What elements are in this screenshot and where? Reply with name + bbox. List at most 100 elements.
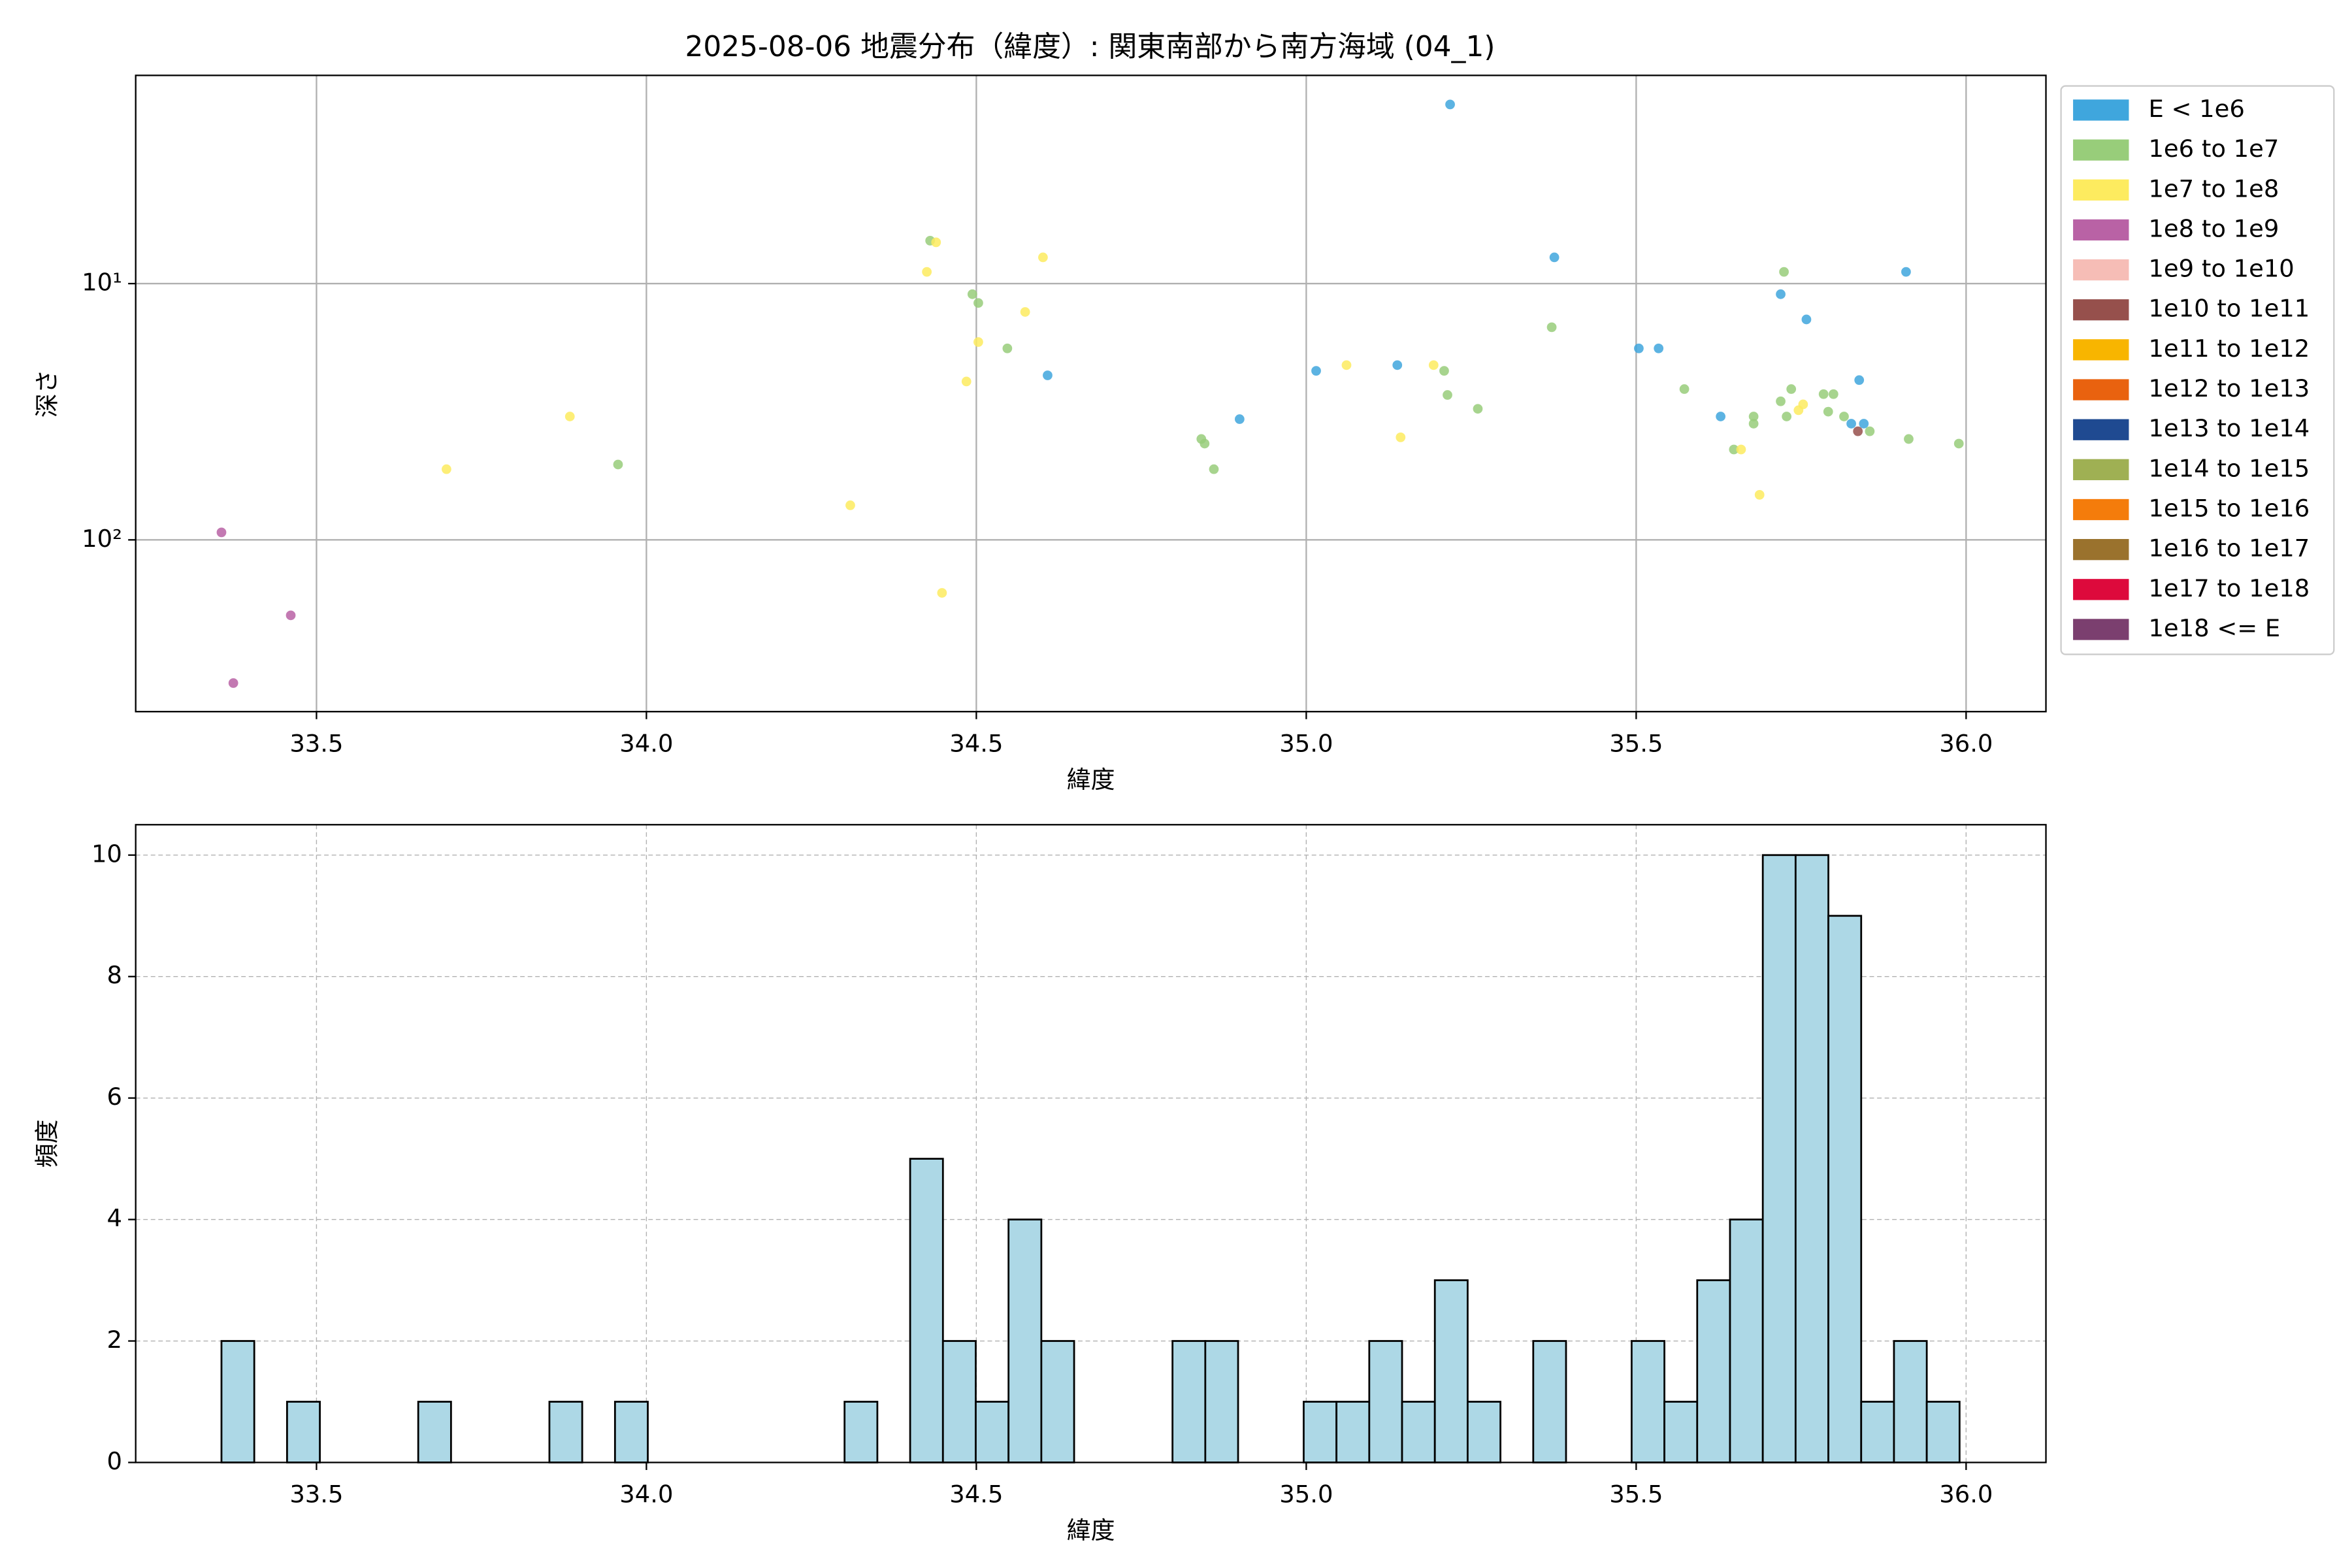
point bbox=[961, 376, 972, 387]
point bbox=[1736, 444, 1746, 455]
legend-label: E < 1e6 bbox=[2148, 95, 2244, 123]
point bbox=[286, 610, 296, 621]
point bbox=[1654, 343, 1664, 353]
bar bbox=[975, 1401, 1010, 1463]
legend-swatch bbox=[2073, 579, 2129, 600]
point bbox=[1823, 406, 1833, 417]
legend-swatch bbox=[2073, 139, 2129, 161]
legend-label: 1e10 to 1e11 bbox=[2148, 295, 2310, 323]
x-tick-label: 35.0 bbox=[1279, 1480, 1333, 1509]
y-tick-label: 8 bbox=[106, 961, 122, 989]
point bbox=[1311, 366, 1321, 376]
point bbox=[1038, 252, 1048, 263]
point bbox=[1549, 252, 1560, 263]
x-tick-label: 34.5 bbox=[949, 730, 1003, 758]
point bbox=[1445, 99, 1455, 110]
point bbox=[1865, 426, 1875, 436]
legend-swatch bbox=[2073, 419, 2129, 440]
x-tick-label: 34.5 bbox=[949, 1480, 1003, 1509]
point bbox=[1782, 412, 1792, 421]
legend-label: 1e16 to 1e17 bbox=[2148, 534, 2310, 563]
y-axis-label: 頻度 bbox=[33, 1119, 61, 1168]
point bbox=[1428, 360, 1439, 370]
point bbox=[1200, 438, 1210, 449]
point bbox=[442, 464, 451, 474]
bar bbox=[1040, 1340, 1075, 1463]
bar bbox=[909, 1158, 944, 1463]
x-tick-label: 34.0 bbox=[619, 730, 673, 758]
legend-swatch bbox=[2073, 219, 2129, 241]
x-tick-label: 35.5 bbox=[1609, 1480, 1663, 1509]
y-tick-label: 6 bbox=[106, 1083, 122, 1111]
bar bbox=[417, 1401, 452, 1463]
point bbox=[1853, 426, 1863, 436]
point bbox=[1546, 322, 1557, 333]
legend-label: 1e13 to 1e14 bbox=[2148, 414, 2310, 442]
point bbox=[1043, 370, 1053, 380]
bar bbox=[1303, 1401, 1338, 1463]
point bbox=[1473, 404, 1483, 414]
point bbox=[613, 459, 623, 470]
x-axis-label: 緯度 bbox=[1067, 1516, 1115, 1544]
point bbox=[1679, 384, 1690, 394]
bar bbox=[1335, 1401, 1371, 1463]
point bbox=[1729, 444, 1739, 455]
legend-swatch bbox=[2073, 539, 2129, 561]
point bbox=[1953, 438, 1964, 449]
point bbox=[1209, 464, 1219, 474]
point bbox=[1904, 434, 1914, 444]
point bbox=[1396, 432, 1406, 442]
bar bbox=[1368, 1340, 1403, 1463]
x-tick-label: 36.0 bbox=[1939, 1480, 1993, 1509]
point bbox=[967, 289, 977, 299]
x-tick-label: 36.0 bbox=[1939, 730, 1993, 758]
legend-swatch bbox=[2073, 259, 2129, 281]
y-tick-label: 10² bbox=[82, 525, 122, 553]
chart-title: 2025-08-06 地震分布（緯度）: 関東南部から南方海域 (04_1) bbox=[685, 30, 1495, 63]
legend-swatch bbox=[2073, 339, 2129, 361]
point bbox=[1859, 419, 1869, 429]
legend-label: 1e17 to 1e18 bbox=[2148, 574, 2310, 602]
y-axis-label: 深さ bbox=[33, 369, 61, 417]
point bbox=[973, 298, 983, 308]
point bbox=[1392, 360, 1403, 370]
point bbox=[1776, 289, 1786, 299]
point bbox=[1341, 360, 1352, 370]
bar bbox=[1860, 1401, 1895, 1463]
point bbox=[931, 237, 941, 248]
point bbox=[1818, 389, 1829, 399]
bar bbox=[1925, 1401, 1961, 1463]
legend-swatch bbox=[2073, 619, 2129, 640]
point bbox=[1754, 489, 1765, 500]
x-tick-label: 33.5 bbox=[289, 730, 343, 758]
legend-swatch bbox=[2073, 299, 2129, 321]
legend-swatch bbox=[2073, 99, 2129, 121]
legend-label: 1e18 <= E bbox=[2148, 614, 2280, 642]
point bbox=[1846, 419, 1856, 429]
point bbox=[1776, 396, 1786, 406]
x-axis-label: 緯度 bbox=[1067, 766, 1115, 794]
point bbox=[922, 267, 932, 277]
legend-label: 1e6 to 1e7 bbox=[2148, 135, 2279, 163]
bar bbox=[1532, 1340, 1567, 1463]
bar bbox=[1794, 854, 1829, 1463]
point bbox=[1443, 390, 1452, 400]
point bbox=[1748, 419, 1759, 429]
bar bbox=[613, 1401, 649, 1463]
point bbox=[937, 588, 947, 598]
bar bbox=[1827, 915, 1863, 1463]
legend-label: 1e14 to 1e15 bbox=[2148, 454, 2310, 482]
legend-label: 1e12 to 1e13 bbox=[2148, 374, 2310, 402]
bar bbox=[286, 1401, 321, 1463]
point bbox=[845, 500, 855, 510]
point bbox=[973, 337, 983, 347]
bar bbox=[1467, 1401, 1501, 1463]
point bbox=[1901, 267, 1911, 277]
point bbox=[1779, 267, 1789, 277]
point bbox=[1234, 414, 1245, 424]
point bbox=[1793, 405, 1804, 416]
legend-label: 1e15 to 1e16 bbox=[2148, 495, 2310, 523]
point bbox=[1839, 412, 1849, 421]
bar bbox=[1433, 1279, 1469, 1463]
